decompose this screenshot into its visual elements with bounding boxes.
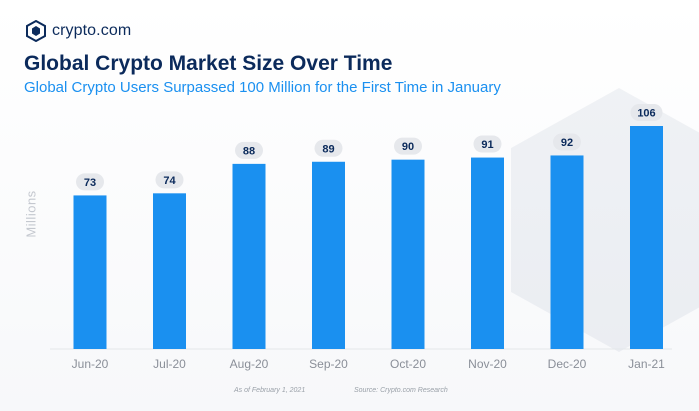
data-label: 91 bbox=[481, 139, 493, 151]
data-label-bubble bbox=[394, 137, 422, 155]
bar bbox=[550, 155, 584, 349]
data-label: 106 bbox=[637, 108, 655, 120]
as-of-date-note: As of February 1, 2021 bbox=[234, 387, 306, 394]
bar bbox=[312, 161, 345, 349]
chart-title: Global Crypto Market Size Over Time bbox=[24, 52, 393, 75]
bar bbox=[630, 126, 663, 349]
data-label-bubble bbox=[314, 139, 343, 157]
data-label: 88 bbox=[243, 145, 255, 157]
x-tick-label: Jan-21 bbox=[628, 357, 665, 371]
x-tick-label: Sep-20 bbox=[309, 357, 348, 371]
source-note: Source: Crypto.com Research bbox=[354, 387, 448, 394]
bar bbox=[471, 157, 504, 349]
data-label: 73 bbox=[84, 177, 96, 189]
data-label-bubble bbox=[553, 133, 581, 151]
bar bbox=[73, 195, 107, 349]
x-tick-label: Oct-20 bbox=[390, 357, 426, 371]
data-label-bubble bbox=[630, 104, 663, 121]
x-tick-label: Dec-20 bbox=[548, 357, 587, 371]
data-label: 92 bbox=[561, 137, 573, 149]
brand-logo: crypto.com bbox=[26, 20, 131, 42]
x-tick-label: Jul-20 bbox=[153, 357, 186, 371]
data-label-bubble bbox=[155, 171, 184, 189]
data-label-bubble bbox=[76, 173, 104, 191]
data-label: 90 bbox=[402, 141, 414, 153]
data-label-bubble bbox=[235, 141, 263, 159]
bar bbox=[153, 193, 186, 349]
bar bbox=[391, 159, 425, 349]
x-tick-label: Aug-20 bbox=[230, 357, 269, 371]
bar bbox=[232, 163, 266, 349]
x-tick-label: Jun-20 bbox=[72, 357, 109, 371]
brand-name: crypto.com bbox=[52, 22, 132, 39]
x-tick-label: Nov-20 bbox=[468, 357, 507, 371]
data-label: 74 bbox=[163, 175, 176, 187]
data-label-bubble bbox=[473, 135, 502, 153]
data-label: 89 bbox=[322, 143, 334, 155]
chart-subtitle: Global Crypto Users Surpassed 100 Millio… bbox=[24, 79, 501, 96]
crypto-com-lion-shield-icon bbox=[26, 20, 46, 42]
